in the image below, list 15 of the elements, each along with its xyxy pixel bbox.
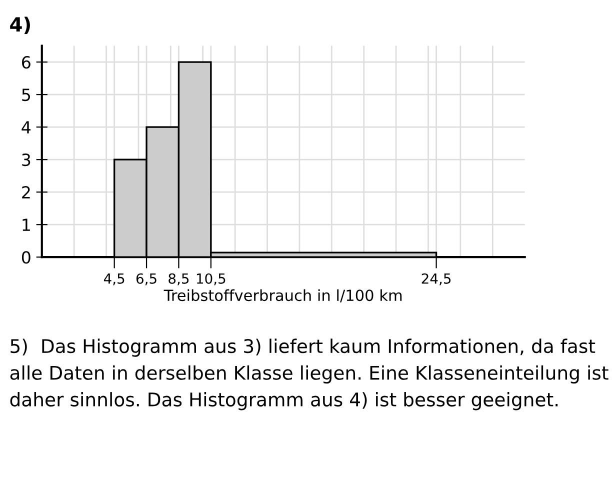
x-axis-title: Treibstoffverbrauch in l/100 km [164, 289, 402, 302]
x-tick-label: 10,5 [196, 273, 226, 286]
y-tick-label: 3 [22, 154, 30, 166]
y-tick-label: 5 [22, 88, 30, 102]
y-tick-label: 0 [22, 251, 30, 264]
y-tick-label: 1 [22, 218, 30, 231]
x-tick-label: 24,5 [422, 273, 451, 286]
x-tick-label: 8,5 [168, 273, 189, 286]
x-tick-label: 4,5 [104, 274, 124, 286]
x-tick-label: 6,5 [136, 273, 156, 286]
text: 5) Das Histogramm aus 3) liefert kaum Informationen, da fast alle Daten in derselben Klasse liegen. Eine Klasseneinteilung ist daher sinnlos. Das Histogramm aus 4) ist besser geeignet. [10, 338, 608, 410]
y-tick-label: 6 [22, 56, 30, 69]
y-tick-label: 4 [22, 121, 31, 134]
chart-title: 4) [10, 16, 30, 34]
y-tick-label: 2 [22, 186, 30, 198]
